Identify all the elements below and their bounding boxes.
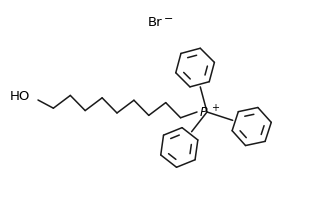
- Text: P: P: [199, 106, 207, 120]
- Text: Br: Br: [148, 16, 163, 29]
- Text: −: −: [164, 14, 173, 24]
- Text: +: +: [211, 103, 219, 113]
- Text: HO: HO: [10, 91, 30, 103]
